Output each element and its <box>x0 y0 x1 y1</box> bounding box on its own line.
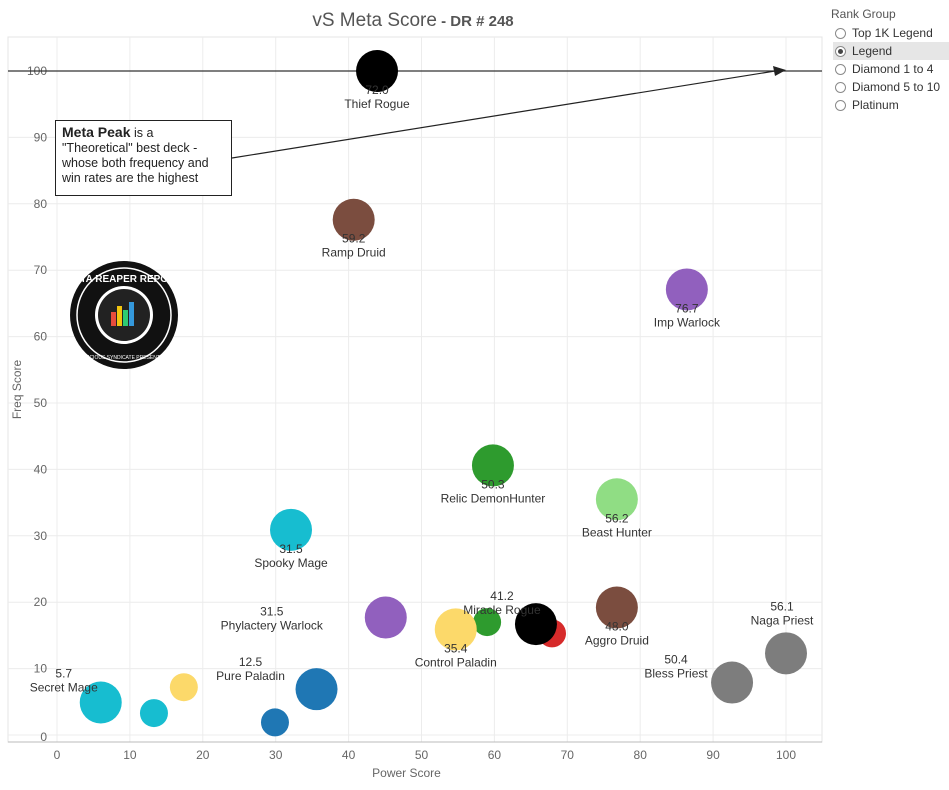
x-tick-label: 0 <box>54 748 61 762</box>
y-axis-label: Freq Score <box>10 359 24 419</box>
data-point <box>295 668 338 711</box>
rank-option-top-1k-legend[interactable]: Top 1K Legend <box>833 24 949 42</box>
data-point <box>514 603 557 646</box>
data-point <box>270 508 313 551</box>
data-point <box>434 608 477 651</box>
point-name-label: Ramp Druid <box>322 246 386 260</box>
y-tick-label: 40 <box>34 462 48 476</box>
annotation-arrow-line <box>231 70 776 159</box>
rank-option-label: Top 1K Legend <box>852 26 933 40</box>
data-point <box>711 661 754 704</box>
logo-text: DATA REAPER REPORT <box>69 274 179 285</box>
rank-option-diamond-1-4[interactable]: Diamond 1 to 4 <box>833 60 949 78</box>
data-point <box>169 673 198 702</box>
point-value-label: 50.3 <box>481 477 505 491</box>
y-tick-label: 70 <box>34 263 48 277</box>
point-value-label: 31.5 <box>260 604 284 618</box>
chart-title: vS Meta Score - DR # 248 <box>0 10 826 32</box>
radio-icon[interactable] <box>835 27 846 39</box>
radio-selected-icon[interactable] <box>835 45 846 57</box>
point-value-label: 48.0 <box>605 620 629 634</box>
point-name-label: Beast Hunter <box>582 525 652 539</box>
x-tick-label: 60 <box>488 748 502 762</box>
point-value-label: 41.2 <box>490 589 514 603</box>
point-name-label: Pure Paladin <box>216 669 285 683</box>
point-name-label: Control Paladin <box>415 655 497 669</box>
x-tick-label: 70 <box>561 748 575 762</box>
point-name-label: Thief Rogue <box>344 97 410 111</box>
logo-subtext: VICIOUS SYNDICATE PRESENTS <box>85 355 164 361</box>
title-suffix: - DR # 248 <box>436 13 514 30</box>
rank-option-label: Legend <box>852 44 893 58</box>
x-tick-label: 100 <box>776 748 796 762</box>
radio-icon[interactable] <box>835 99 846 111</box>
x-tick-label: 20 <box>196 748 210 762</box>
scatter-chart: 0 10 20 30 40 50 60 70 80 90 100 0 10 20 30 40 50 60 70 80 9… <box>7 36 823 780</box>
data-point <box>332 198 375 241</box>
data-point <box>471 444 514 487</box>
point-value-label: 35.4 <box>444 641 468 655</box>
rank-option-diamond-5-10[interactable]: Diamond 5 to 10 <box>833 78 949 96</box>
point-name-label: Aggro Druid <box>585 634 649 648</box>
title-main: vS Meta Score <box>312 10 437 31</box>
x-axis-label: Power Score <box>372 766 441 780</box>
data-point <box>665 268 708 311</box>
rank-option-platinum[interactable]: Platinum <box>833 96 949 114</box>
rank-option-legend[interactable]: Legend <box>833 42 949 60</box>
x-tick-label: 80 <box>634 748 648 762</box>
data-point <box>595 586 638 629</box>
rank-option-label: Platinum <box>852 98 899 112</box>
y-tick-label: 80 <box>34 197 48 211</box>
point-value-label: 5.7 <box>55 666 72 680</box>
data-point <box>765 632 807 675</box>
y-tick-label: 10 <box>34 662 48 676</box>
point-value-label: 31.5 <box>279 542 303 556</box>
point-value-label: 76.7 <box>675 301 699 315</box>
point-name-label: Relic DemonHunter <box>441 491 546 505</box>
radio-icon[interactable] <box>835 63 846 75</box>
annotation-arrow-head <box>773 66 786 76</box>
point-name-label: Secret Mage <box>30 680 98 694</box>
point-name-label: Miracle Rogue <box>463 603 541 617</box>
x-tick-label: 90 <box>706 748 720 762</box>
point-value-label: 56.1 <box>770 599 794 613</box>
annotation-bold: Meta Peak <box>62 124 131 140</box>
data-point <box>260 708 289 737</box>
data-point <box>364 596 407 639</box>
data-point <box>139 699 168 728</box>
point-value-label: 56.2 <box>605 511 629 525</box>
y-tick-label: 60 <box>34 330 48 344</box>
data-point <box>595 478 638 521</box>
rank-option-label: Diamond 1 to 4 <box>852 62 934 76</box>
data-reaper-logo: DATA REAPER REPORT VICIOUS SYNDICATE PRE… <box>69 261 179 369</box>
rank-group-filter: Rank Group Top 1K Legend Legend Diamond … <box>826 0 949 790</box>
annotation-text: is a "Theoretical" best deck - whose bot… <box>62 126 209 185</box>
y-tick-label: 30 <box>34 529 48 543</box>
rank-option-label: Diamond 5 to 10 <box>852 80 941 94</box>
meta-peak-annotation: Meta Peak is a "Theoretical" best deck -… <box>55 120 232 196</box>
y-tick-label: 90 <box>34 130 48 144</box>
x-tick-label: 50 <box>415 748 429 762</box>
point-name-label: Spooky Mage <box>254 556 328 570</box>
rank-group-title: Rank Group <box>831 7 896 21</box>
point-name-label: Imp Warlock <box>654 315 721 329</box>
data-point <box>356 50 399 92</box>
point-name-label: Phylactery Warlock <box>221 618 324 632</box>
y-tick-label: 50 <box>34 396 48 410</box>
x-tick-label: 10 <box>123 748 137 762</box>
point-name-label: Naga Priest <box>751 613 814 627</box>
point-value-label: 59.2 <box>342 232 366 246</box>
y-tick-label: 20 <box>34 595 48 609</box>
point-name-label: Bless Priest <box>644 667 708 681</box>
data-point <box>79 681 122 724</box>
x-tick-label: 30 <box>269 748 283 762</box>
data-point <box>473 608 502 637</box>
point-value-label: 12.5 <box>239 655 263 669</box>
x-tick-label: 40 <box>342 748 356 762</box>
y-tick-label: 0 <box>40 730 47 744</box>
radio-icon[interactable] <box>835 81 846 93</box>
point-value-label: 50.4 <box>664 653 688 667</box>
point-value-label: 72.0 <box>365 83 389 97</box>
